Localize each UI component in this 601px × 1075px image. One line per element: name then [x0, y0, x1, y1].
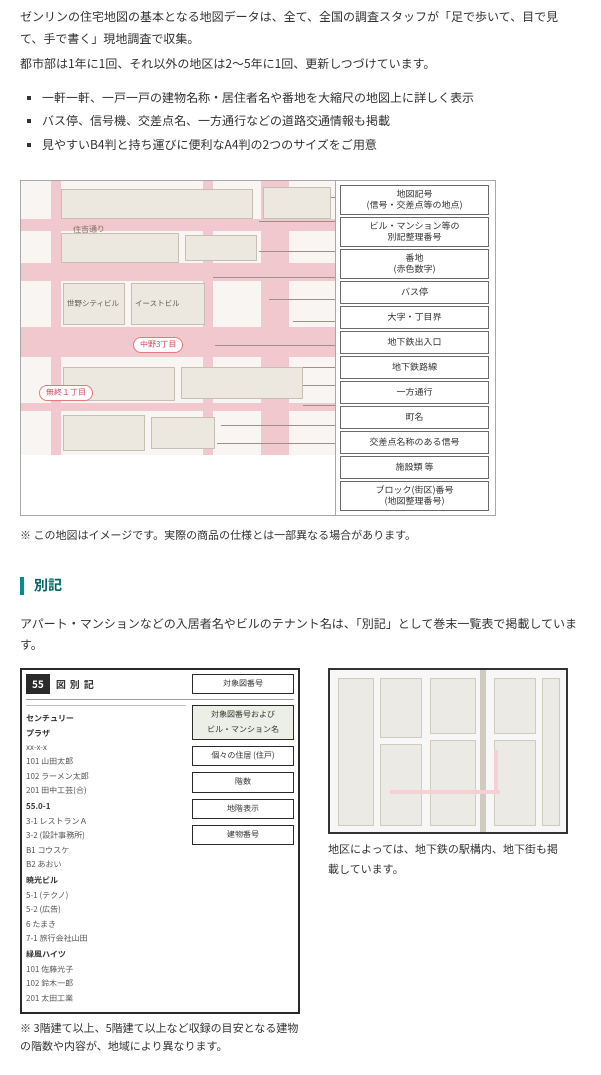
intro-paragraph: ゼンリンの住宅地図の基本となる地図データは、全て、全国の調査スタッフが「足で歩い… — [20, 6, 581, 75]
indexcard-note: ※ 3階建て以上、5階建て以上など収録の目安となる建物の階数や内容が、地域により… — [20, 1020, 300, 1055]
indexcard-head: 55 図別記 — [26, 674, 186, 694]
map-building-name: 世野シティビル — [67, 297, 119, 311]
indexcard-room-list: 101 佐藤光子 102 鈴木一郎 201 太田工業 — [26, 963, 186, 1006]
sample-map-figure: 世野シティビル イーストビル 住吉通り中野3丁目無終１丁目 地図記号(信号・交差点等… — [20, 180, 496, 516]
indexcard-page-no: 55 — [26, 674, 50, 694]
page-root: ゼンリンの住宅地図の基本となる地図データは、全て、全国の調査スタッフが「足で歩い… — [0, 0, 601, 1075]
map-area-tag: 中野3丁目 — [133, 337, 183, 353]
feature-bullet: 見やすいB4判と持ち運びに便利なA4判の2つのサイズをご用意 — [42, 134, 581, 156]
map-block — [151, 417, 215, 449]
section-heading-bessaki: 別記 — [20, 573, 581, 598]
indexcard-building-name: センチュリー プラザ — [26, 712, 186, 741]
underground-col: 地区によっては、地下鉄の駅構内、地下街も掲載しています。 — [328, 668, 568, 880]
indexcard-entry: センチュリー プラザxx-x-x 101 山田太郎 102 ラーメン太郎 201… — [26, 712, 186, 798]
map-disclaimer: ※ この地図はイメージです。実際の商品の仕様とは一部異なる場合があります。 — [20, 526, 581, 546]
legend-cell: 交差点名称のある信号 — [340, 431, 489, 454]
intro-line-1: ゼンリンの住宅地図の基本となる地図データは、全て、全国の調査スタッフが「足で歩い… — [20, 6, 581, 49]
bessaki-left-col: 55 図別記 対象図番号 センチュリー プラザxx-x-x 101 山田太郎 1… — [20, 668, 300, 1055]
legend-cell: ブロック(街区)番号(地図整理番号) — [340, 481, 489, 511]
indexcard-chip: 対象図番号および ビル・マンション名 — [192, 705, 294, 740]
feature-bullet: 一軒一軒、一戸一戸の建物名称・居住者名や番地を大縮尺の地図上に詳しく表示 — [42, 87, 581, 109]
indexcard-building-name: 55.0-1 — [26, 800, 186, 814]
map-area-tag: 無終１丁目 — [39, 385, 93, 401]
indexcard-chip: 個々の住居 (住戸) — [192, 746, 294, 766]
map-block — [181, 367, 303, 399]
indexcard-entry: 暁光ビル5-1 (テクノ) 5-2 (広告) 6 たまき 7-1 旅行会社山田 — [26, 874, 186, 946]
indexcard-chip-col: 対象図番号および ビル・マンション名 個々の住居 (住戸) 階数 地階表示 建物… — [192, 705, 294, 1008]
map-block — [61, 189, 253, 219]
legend-cell: 町名 — [340, 406, 489, 429]
indexcard-room-list: 3-1 レストランＡ 3-2 (設計事務所) B1 コウスケ B2 あおい — [26, 815, 186, 873]
indexcard-chip: 地階表示 — [192, 799, 294, 819]
indexcard-chip: 建物番号 — [192, 825, 294, 845]
underground-note: 地区によっては、地下鉄の駅構内、地下街も掲載しています。 — [328, 840, 564, 880]
underground-map-figure — [328, 668, 568, 834]
indexcard-building-name: 暁光ビル — [26, 874, 186, 888]
legend-cell: 番地(赤色数字) — [340, 249, 489, 279]
indexcard-room-list: 5-1 (テクノ) 5-2 (広告) 6 たまき 7-1 旅行会社山田 — [26, 889, 186, 947]
map-block — [263, 187, 331, 219]
indexcard-room-list: xx-x-x 101 山田太郎 102 ラーメン太郎 201 田中工芸(合) — [26, 741, 186, 799]
sample-map-canvas: 世野シティビル イーストビル 住吉通り中野3丁目無終１丁目 — [21, 181, 335, 455]
legend-cell: 大字・丁目界 — [340, 306, 489, 329]
indexcard-figure: 55 図別記 対象図番号 センチュリー プラザxx-x-x 101 山田太郎 1… — [20, 668, 300, 1014]
map-block — [63, 415, 145, 451]
bessaki-row: 55 図別記 対象図番号 センチュリー プラザxx-x-x 101 山田太郎 1… — [20, 668, 581, 1055]
bessaki-intro: アパート・マンションなどの入居者名やビルのテナント名は、「別記」として巻末一覧表… — [20, 613, 581, 656]
indexcard-tenant-list: センチュリー プラザxx-x-x 101 山田太郎 102 ラーメン太郎 201… — [26, 705, 186, 1008]
legend-cell: 地下鉄出入口 — [340, 331, 489, 354]
intro-line-2: 都市部は1年に1回、それ以外の地区は2～5年に1回、更新しつづけています。 — [20, 53, 581, 75]
map-block — [185, 235, 257, 261]
indexcard-entry: 55.0-13-1 レストランＡ 3-2 (設計事務所) B1 コウスケ B2 … — [26, 800, 186, 872]
feature-bullets: 一軒一軒、一戸一戸の建物名称・居住者名や番地を大縮尺の地図上に詳しく表示 バス停… — [20, 87, 581, 156]
legend-cell: 地下鉄路線 — [340, 356, 489, 379]
heading-accent-bar — [20, 577, 24, 595]
indexcard-building-name: 緑風ハイツ — [26, 948, 186, 962]
legend-cell: バス停 — [340, 281, 489, 304]
legend-cell: 地図記号(信号・交差点等の地点) — [340, 185, 489, 215]
legend-cell: ビル・マンション等の別記整理番号 — [340, 217, 489, 247]
map-street-label: 住吉通り — [73, 222, 105, 237]
legend-cell: 一方通行 — [340, 381, 489, 404]
map-building-name: イーストビル — [135, 297, 180, 311]
section-heading-label: 別記 — [34, 573, 62, 598]
feature-bullet: バス停、信号機、交差点名、一方通行などの道路交通情報も掲載 — [42, 110, 581, 132]
map-legend: 地図記号(信号・交差点等の地点)ビル・マンション等の別記整理番号番地(赤色数字)… — [335, 181, 493, 515]
indexcard-chip: 階数 — [192, 772, 294, 792]
indexcard-kubetsu-label: 図別記 — [56, 675, 98, 693]
indexcard-chip: 対象図番号 — [192, 674, 294, 694]
indexcard-entry: 緑風ハイツ101 佐藤光子 102 鈴木一郎 201 太田工業 — [26, 948, 186, 1006]
legend-cell: 施設類 等 — [340, 456, 489, 479]
